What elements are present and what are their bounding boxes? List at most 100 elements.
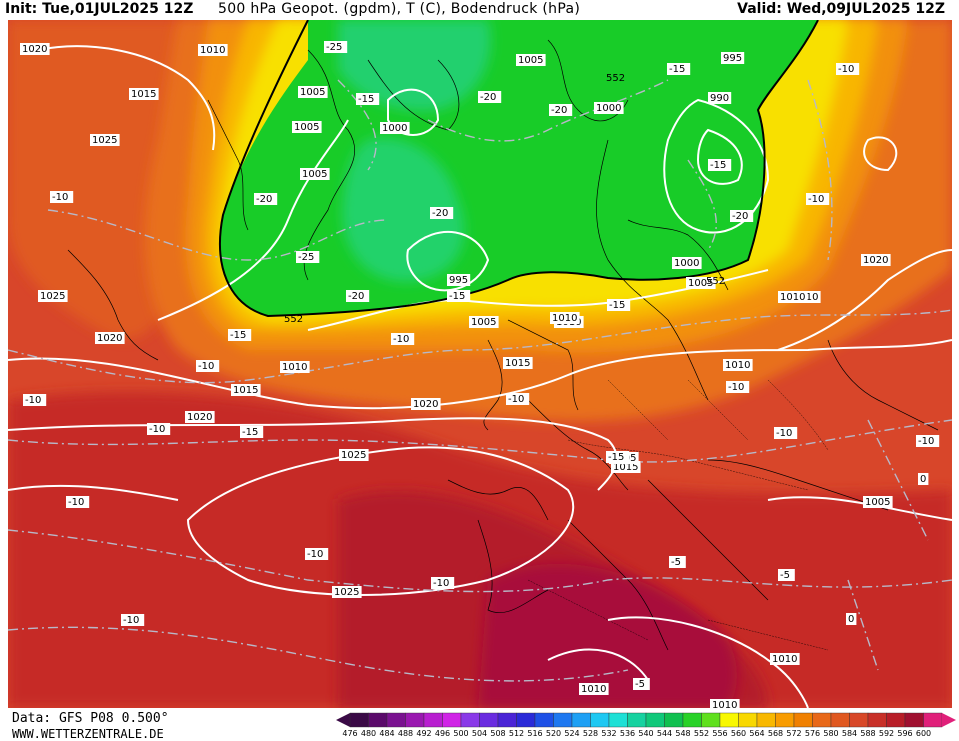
temperature-label-box bbox=[606, 451, 630, 463]
colorbar-label: 532 bbox=[601, 729, 617, 738]
temperature-label: -15 bbox=[608, 452, 624, 463]
pressure-label-box bbox=[516, 54, 546, 66]
temperature-label-box bbox=[506, 393, 530, 405]
temperature-labels: -25-15-25-20-20-20-15-10-20-20-25-15-15-… bbox=[23, 41, 940, 690]
pressure-label: 1020 bbox=[187, 412, 212, 423]
colorbar-swatch bbox=[349, 712, 369, 728]
colorbar-swatch bbox=[645, 712, 665, 728]
pressure-label-box bbox=[332, 586, 362, 598]
data-source: Data: GFS P08 0.500° bbox=[12, 711, 169, 726]
pressure-label: 1005 bbox=[518, 55, 543, 66]
colorbar-swatch bbox=[849, 712, 869, 728]
pressure-label: 1020 bbox=[97, 333, 122, 344]
pressure-label: 1010 bbox=[725, 360, 750, 371]
pressure-label: 1005 bbox=[300, 87, 325, 98]
temperature-label-box bbox=[918, 473, 929, 485]
colorbar-swatch bbox=[479, 712, 499, 728]
temperature-label: 0 bbox=[848, 614, 854, 625]
colorbar-label: 596 bbox=[897, 729, 913, 738]
colorbar-labels: 476 480 484 488 492 496 500 504 508 512 516 520 524 5… bbox=[336, 729, 956, 741]
colorbar-swatch bbox=[423, 712, 443, 728]
colorbar-label: 488 bbox=[397, 729, 414, 738]
colorbar-label: 516 bbox=[527, 729, 543, 738]
pressure-label-box bbox=[38, 290, 68, 302]
pressure-label-box bbox=[20, 43, 50, 55]
colorbar-swatch bbox=[812, 712, 832, 728]
temperature-label: -10 bbox=[52, 192, 68, 203]
temperature-label-box bbox=[346, 290, 370, 302]
colorbar-swatch bbox=[830, 712, 850, 728]
temperature-label: -5 bbox=[671, 557, 681, 568]
pressure-label-box bbox=[339, 449, 369, 461]
pressure-label-box bbox=[721, 52, 745, 64]
temperature-label-box bbox=[121, 614, 145, 626]
temperature-label: -20 bbox=[256, 194, 272, 205]
temperature-label-box bbox=[228, 329, 252, 341]
colorbar-arrow-low bbox=[336, 713, 350, 727]
isotherms bbox=[8, 79, 952, 682]
temperature-label-box bbox=[196, 360, 220, 372]
colorbar-label: 524 bbox=[564, 729, 580, 738]
contour-552 bbox=[219, 20, 819, 318]
pressure-label: 1010 bbox=[552, 313, 577, 324]
temperature-label: -15 bbox=[358, 94, 374, 105]
geopotential-label: 552 bbox=[606, 73, 625, 84]
pressure-label: 1025 bbox=[334, 587, 359, 598]
temperature-label-box bbox=[846, 613, 857, 625]
colorbar-label: 592 bbox=[878, 729, 895, 738]
temperature-label: -15 bbox=[230, 330, 246, 341]
colorbar-label: 552 bbox=[693, 729, 710, 738]
pressure-label: 1005 bbox=[688, 278, 713, 289]
temperature-label-box bbox=[669, 556, 686, 568]
pressure-label-box bbox=[710, 699, 740, 708]
colorbar-label: 540 bbox=[638, 729, 654, 738]
pressure-label-box bbox=[672, 257, 702, 269]
temperature-label: -20 bbox=[551, 105, 567, 116]
temperature-label: -15 bbox=[609, 300, 625, 311]
temperature-label-box bbox=[296, 251, 320, 263]
temperature-label: -10 bbox=[728, 382, 744, 393]
pressure-label: 1010 bbox=[780, 292, 805, 303]
pressure-label-box bbox=[469, 316, 499, 328]
coastlines bbox=[67, 39, 939, 651]
pressure-label-box bbox=[129, 88, 159, 100]
colorbar-swatch bbox=[756, 712, 776, 728]
colorbar-swatch bbox=[775, 712, 795, 728]
pressure-label: 1000 bbox=[596, 103, 621, 114]
colorbar-swatch bbox=[719, 712, 739, 728]
temperature-label-box bbox=[806, 193, 830, 205]
temperature-label: -10 bbox=[838, 64, 854, 75]
colorbar-swatch bbox=[701, 712, 721, 728]
pressure-label-box bbox=[185, 411, 215, 423]
temperature-label: -10 bbox=[25, 395, 41, 406]
temperature-label: -10 bbox=[149, 424, 165, 435]
temperature-label-box bbox=[726, 381, 750, 393]
colorbar-label: 476 bbox=[342, 729, 358, 738]
pressure-label: 1000 bbox=[382, 123, 407, 134]
geopotential-labels: 552 552 552 bbox=[284, 73, 725, 325]
temperature-label: -15 bbox=[710, 160, 726, 171]
colorbar-swatch bbox=[442, 712, 462, 728]
pressure-label: 1015 bbox=[505, 358, 530, 369]
pressure-label: 1025 bbox=[40, 291, 65, 302]
pressure-label: 1005 bbox=[471, 317, 496, 328]
pressure-label-box bbox=[411, 398, 441, 410]
pressure-label: 1000 bbox=[674, 258, 699, 269]
colorbar-label: 580 bbox=[823, 729, 839, 738]
colorbar-label: 484 bbox=[379, 729, 395, 738]
colorbar-label: 564 bbox=[749, 729, 765, 738]
temperature-label-box bbox=[836, 63, 860, 75]
temperature-label: -10 bbox=[393, 334, 409, 345]
colorbar-swatch bbox=[867, 712, 887, 728]
temperature-label: -15 bbox=[449, 291, 465, 302]
colorbar-swatch bbox=[386, 712, 406, 728]
pressure-label-box bbox=[90, 134, 120, 146]
pressure-labels: 1020 1010 1015 1025 1005 1005 1000 1005 1005 1000… bbox=[20, 43, 893, 708]
website-link[interactable]: WWW.WETTERZENTRALE.DE bbox=[12, 727, 164, 741]
colorbar-label: 584 bbox=[841, 729, 858, 738]
temperature-label-box bbox=[607, 299, 631, 311]
pressure-label: 1015 bbox=[233, 385, 258, 396]
pressure-label: 1010 bbox=[712, 700, 737, 708]
pressure-label: 1015 bbox=[613, 462, 638, 473]
pressure-label-box bbox=[231, 384, 261, 396]
